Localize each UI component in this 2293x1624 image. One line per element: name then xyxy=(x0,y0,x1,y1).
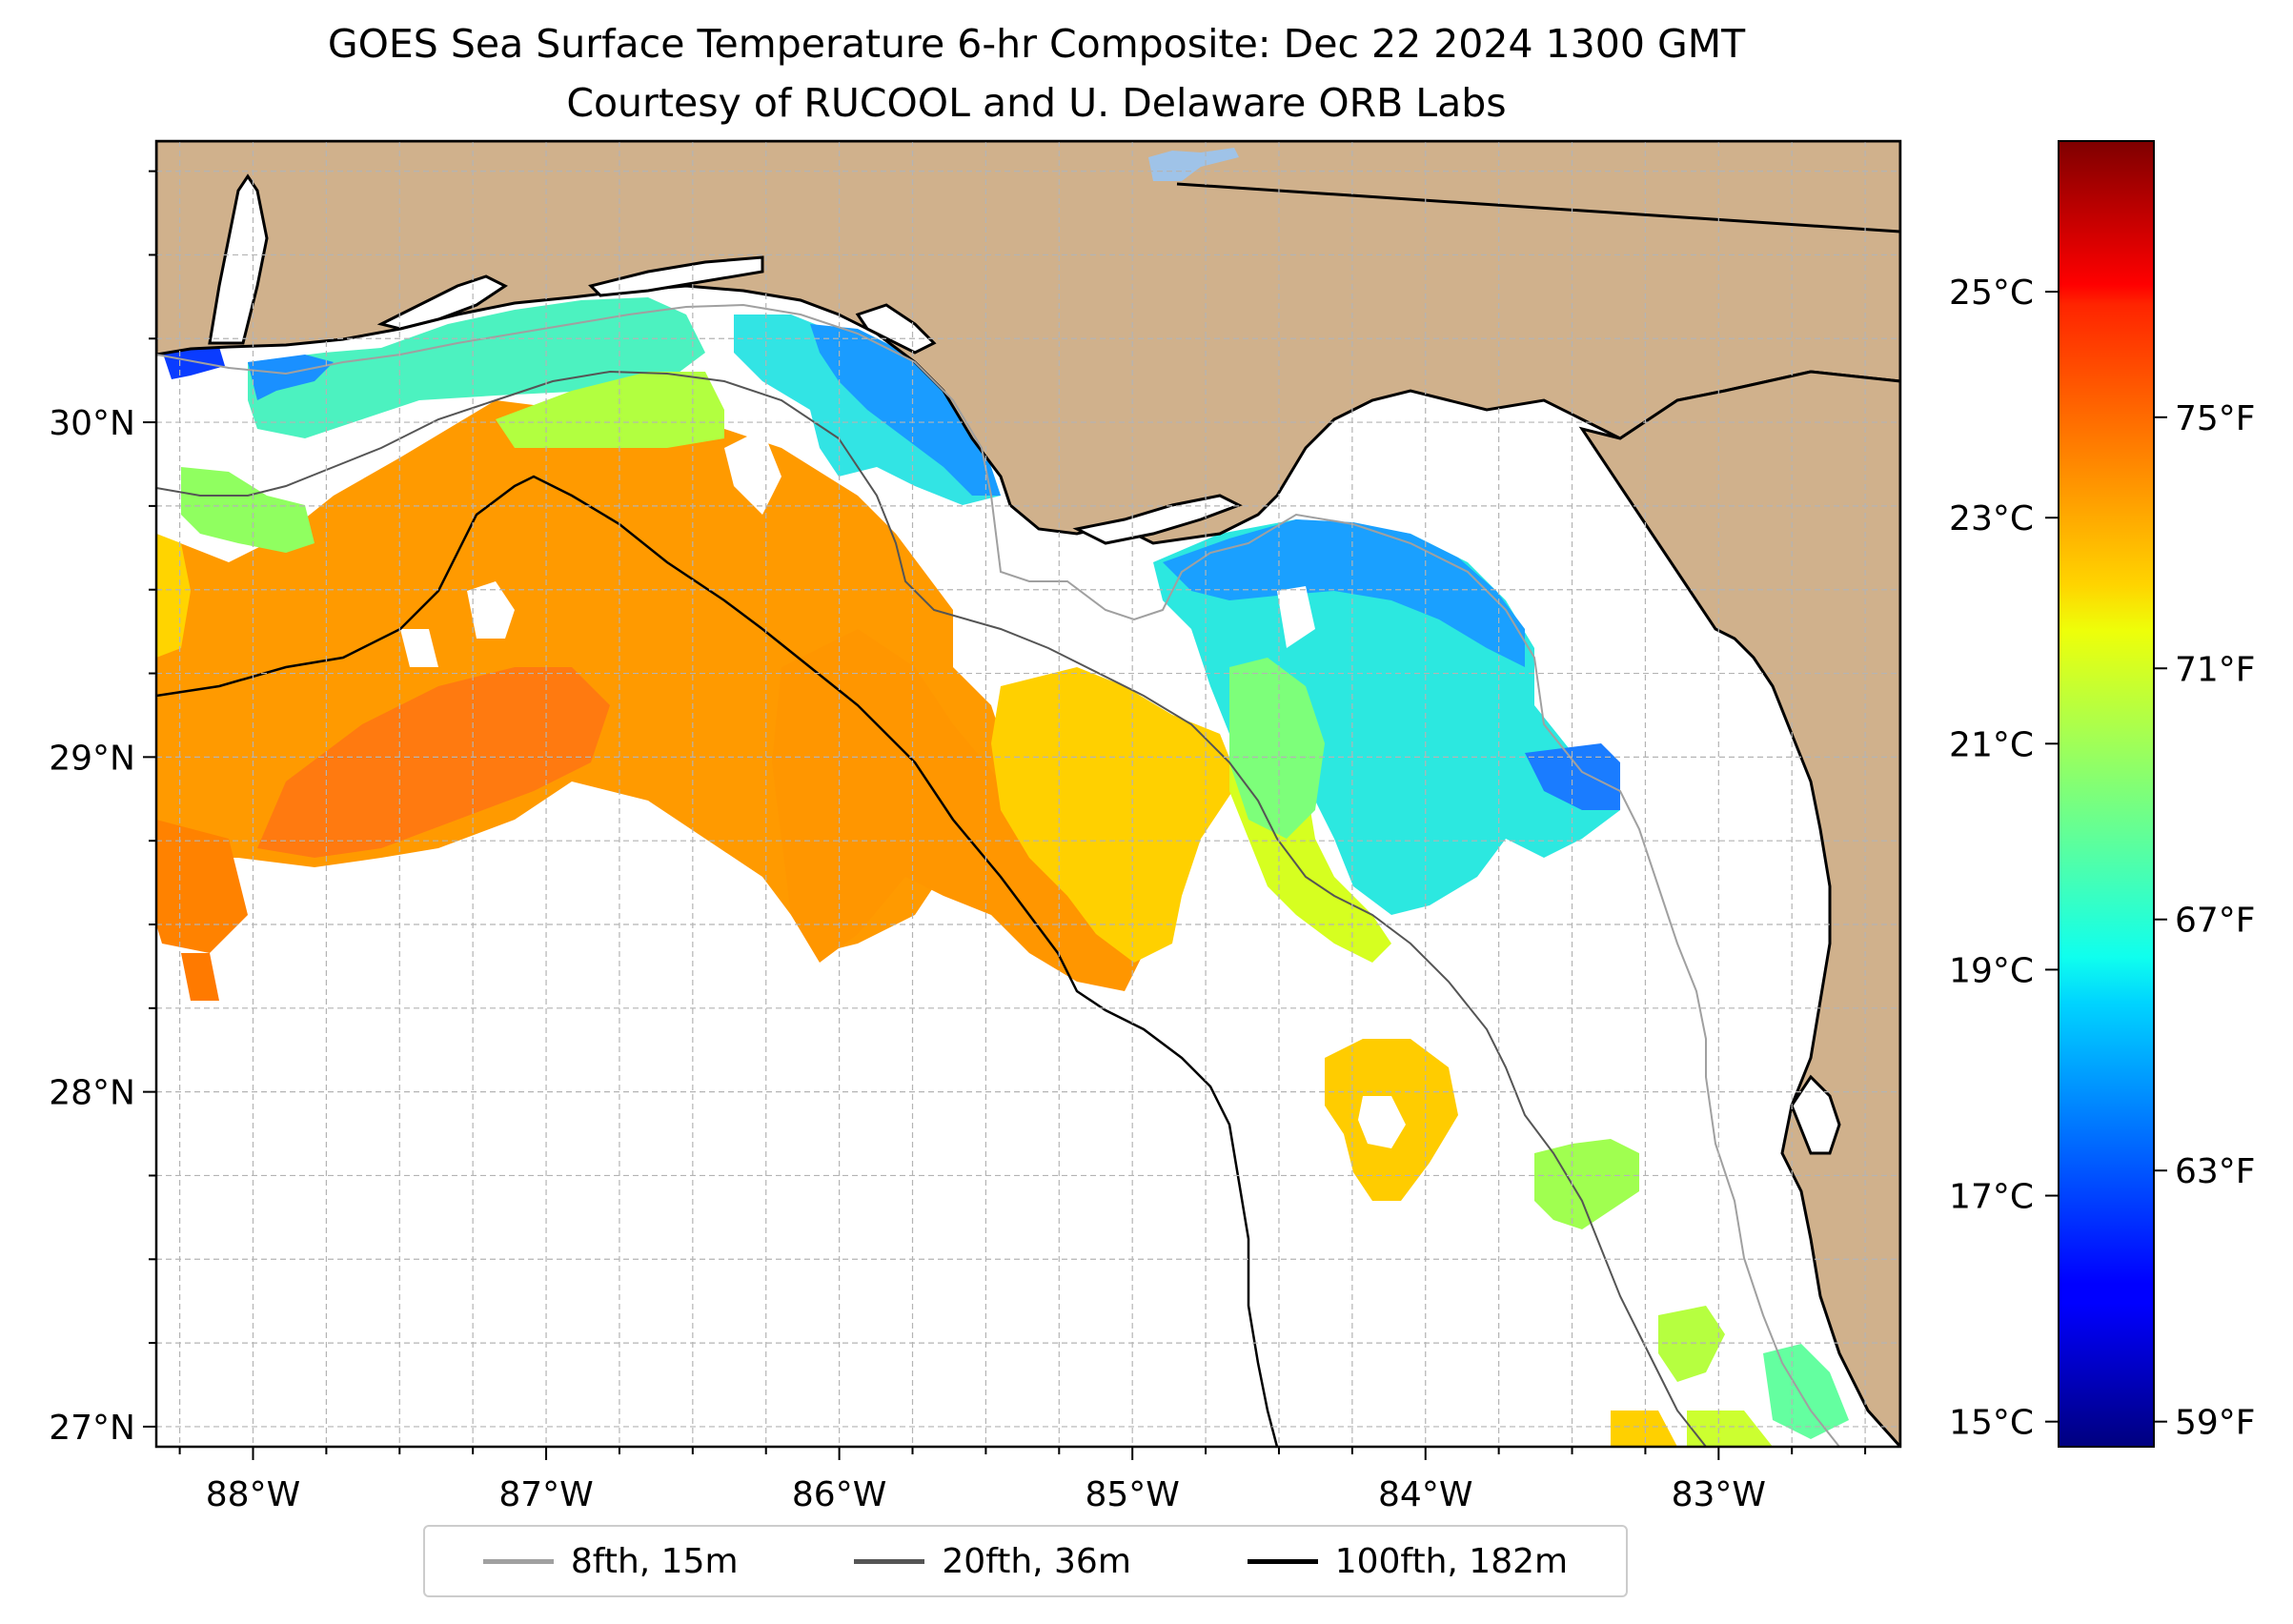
sst-patch-central-orange xyxy=(772,629,1144,991)
sst-patch-southwest-orange xyxy=(156,820,248,953)
legend-line-8fth xyxy=(482,1558,554,1564)
sst-data-layer xyxy=(156,297,1849,1447)
sst-patch-nw-yellow-left xyxy=(156,534,191,658)
pensacola-bay xyxy=(376,274,508,331)
fahrenheit-tick-label: 67°F xyxy=(2175,902,2256,941)
lon-tick-label: 85°W xyxy=(1085,1475,1179,1514)
lon-tick-label: 84°W xyxy=(1378,1475,1472,1514)
legend-label-8fth: 8fth, 15m xyxy=(570,1541,739,1581)
contour-legend: 8fth, 15m 20fth, 36m 100fth, 182m xyxy=(423,1525,1628,1597)
fahrenheit-tick-label: 63°F xyxy=(2175,1152,2256,1191)
fahrenheit-tick-label: 71°F xyxy=(2175,650,2256,689)
colorbar-fahrenheit-axis: 59°F 63°F 67°F 71°F 75°F xyxy=(2154,399,2256,1443)
sst-patch-south-yellow xyxy=(1611,1411,1677,1447)
celsius-tick-label: 23°C xyxy=(1949,499,2034,538)
sst-patch-north-blue-west xyxy=(248,355,334,400)
sst-patch-nw-green-left xyxy=(181,467,315,553)
celsius-tick-label: 21°C xyxy=(1949,725,2034,764)
contour-20fth xyxy=(156,370,1707,1447)
state-border xyxy=(1176,182,1900,233)
sst-patch-north-coastal-cyan xyxy=(248,297,705,438)
sst-patch-se-green xyxy=(1534,1139,1639,1229)
contour-100fth xyxy=(156,475,1279,1447)
map-frame xyxy=(154,139,1902,1449)
sst-patch-north-green-center xyxy=(496,372,724,448)
sst-patch-yellow-east xyxy=(991,667,1239,963)
lon-tick-label: 87°W xyxy=(498,1475,593,1514)
sst-patch-west-warmer xyxy=(257,667,610,858)
lat-tick-label: 30°N xyxy=(49,404,135,443)
legend-item-100fth: 100fth, 182m xyxy=(1247,1541,1569,1581)
sst-patch-north-blue-farwest xyxy=(162,347,225,379)
celsius-tick-label: 15°C xyxy=(1949,1404,2034,1443)
st-andrew-bay xyxy=(855,303,937,355)
sst-patch-east-blue xyxy=(1525,743,1620,810)
sst-hole-2 xyxy=(400,629,438,667)
choctawhatchee-bay xyxy=(588,255,764,297)
legend-line-100fth xyxy=(1247,1558,1318,1564)
apalachicola-bay xyxy=(1072,494,1243,545)
celsius-tick-label: 19°C xyxy=(1949,951,2034,990)
sst-hole-1 xyxy=(467,581,515,639)
map-area xyxy=(156,141,1900,1447)
map-title: GOES Sea Surface Temperature 6-hr Compos… xyxy=(327,21,1746,67)
lat-tick-label: 29°N xyxy=(49,739,135,778)
land-florida-peninsula xyxy=(1578,370,1900,1447)
land-alabama-florida-north xyxy=(156,141,1900,545)
gridlines xyxy=(156,141,1900,1447)
colorbar: 15°C 17°C 19°C 21°C 23°C 25°C 59°F 63°F 67°F 71°… xyxy=(1949,140,2256,1448)
lon-tick-label: 86°W xyxy=(792,1475,886,1514)
legend-line-20fth xyxy=(854,1558,925,1564)
legend-item-8fth: 8fth, 15m xyxy=(482,1541,739,1581)
fahrenheit-tick-label: 75°F xyxy=(2175,399,2256,438)
tampa-bay xyxy=(1790,1074,1841,1155)
inland-lake xyxy=(1148,148,1239,181)
lat-tick-label: 28°N xyxy=(49,1074,135,1113)
celsius-tick-label: 25°C xyxy=(1949,274,2034,313)
land-layer xyxy=(156,141,1900,1447)
fahrenheit-tick-label: 59°F xyxy=(2175,1404,2256,1443)
colorbar-celsius-axis: 15°C 17°C 19°C 21°C 23°C 25°C xyxy=(1949,274,2059,1443)
colorbar-gradient xyxy=(2058,140,2155,1448)
sst-hole-3 xyxy=(724,429,781,515)
sst-patch-eddy-hole xyxy=(1358,1096,1406,1148)
latitude-axis: 27°N 28°N 29°N 30°N xyxy=(49,170,156,1448)
sst-patch-south-lightgreen xyxy=(1687,1411,1773,1447)
map-subtitle: Courtesy of RUCOOL and U. Delaware ORB L… xyxy=(566,80,1507,126)
legend-item-20fth: 20fth, 36m xyxy=(854,1542,1131,1581)
celsius-tick-label: 17°C xyxy=(1949,1178,2034,1217)
legend-label-20fth: 20fth, 36m xyxy=(942,1541,1131,1581)
sst-patch-panama-city-blue xyxy=(810,324,1001,496)
longitude-axis: 88°W 87°W 86°W 85°W 84°W 83°W xyxy=(178,1447,1867,1514)
lat-tick-label: 27°N xyxy=(49,1409,135,1448)
lon-tick-label: 88°W xyxy=(206,1475,300,1514)
lon-tick-label: 83°W xyxy=(1672,1475,1766,1514)
sst-patch-south-green-1 xyxy=(1658,1306,1725,1382)
sst-patch-bigbend-blue xyxy=(1163,519,1525,667)
sst-patch-south-orange-small xyxy=(181,953,219,1001)
legend-label-100fth: 100fth, 182m xyxy=(1334,1541,1569,1581)
sst-hole-4 xyxy=(1277,586,1315,648)
